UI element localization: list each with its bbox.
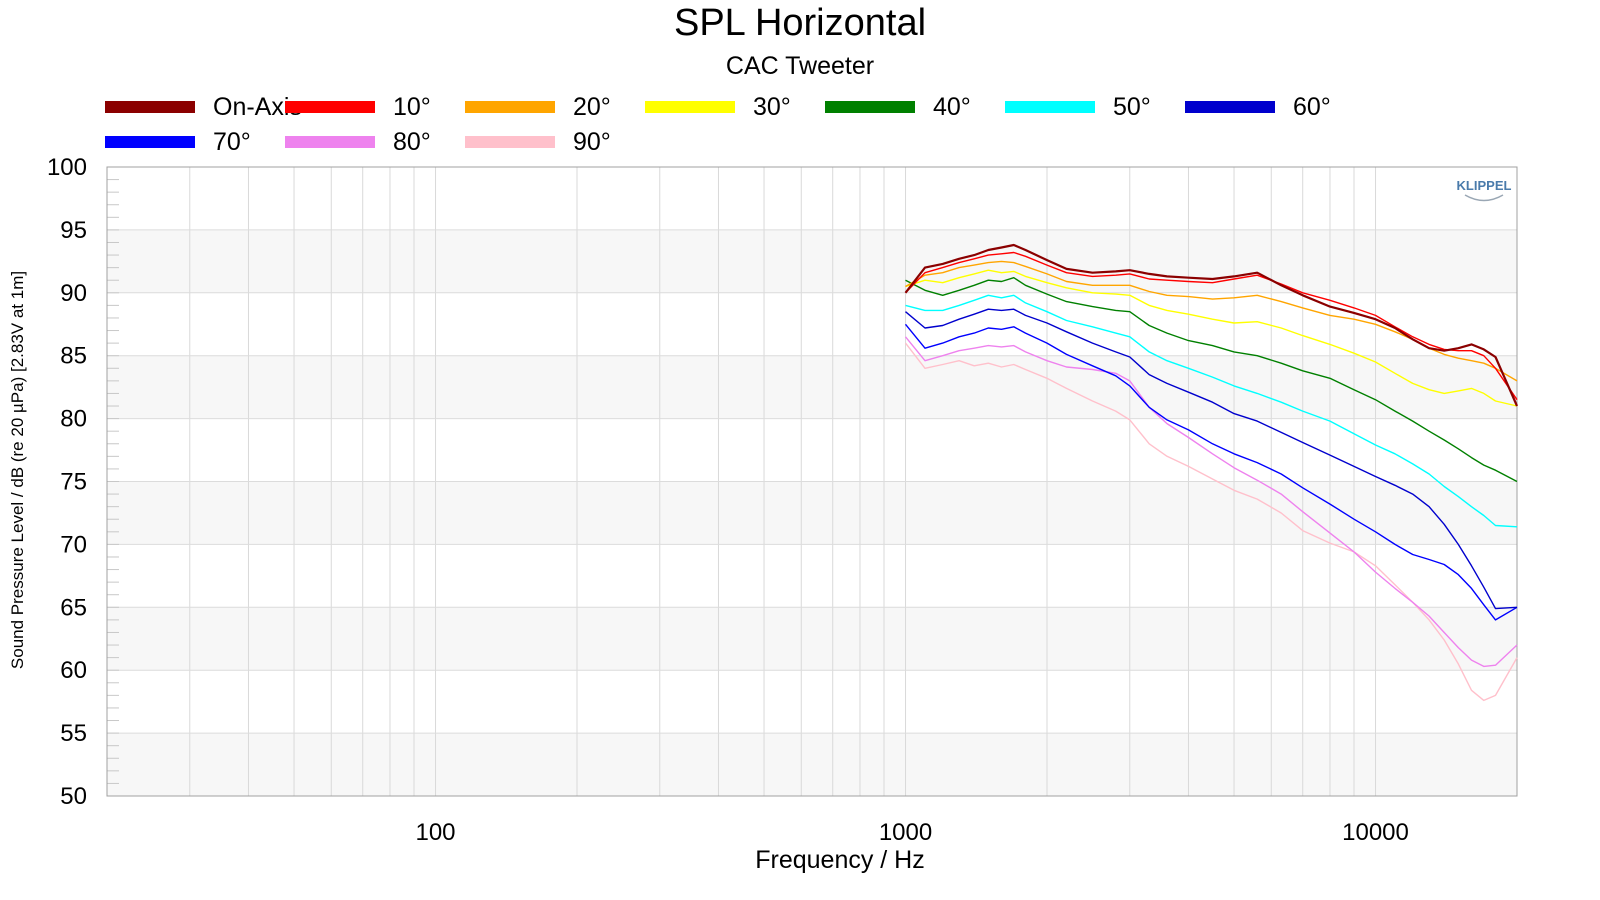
legend-item: 90°: [465, 127, 611, 157]
legend-item: 80°: [285, 127, 431, 157]
klippel-logo: KLIPPEL: [1457, 178, 1512, 202]
y-tick-label: 80: [60, 406, 87, 433]
y-tick-label: 70: [60, 531, 87, 558]
series-line: [905, 308, 1518, 610]
legend-label: 80°: [393, 127, 431, 156]
y-tick-labels: 50 55 60 65 70 75 80 85 90 95 100: [47, 154, 87, 810]
legend-swatch: [1185, 101, 1275, 113]
y-tick-label: 90: [60, 280, 87, 307]
x-tick-label: 100: [415, 819, 455, 846]
x-tick-label: 10000: [1342, 819, 1409, 846]
svg-text:KLIPPEL: KLIPPEL: [1457, 178, 1512, 193]
x-tick-label: 1000: [879, 819, 932, 846]
y-tick-label: 75: [60, 469, 87, 496]
band: [107, 355, 1517, 419]
legend-swatch: [645, 101, 735, 113]
legend-label: 20°: [573, 92, 611, 121]
legend-swatch: [465, 101, 555, 113]
legend-item: 50°: [1005, 92, 1151, 122]
legend-item: 70°: [105, 127, 251, 157]
grid-lines: [106, 166, 1518, 797]
legend-label: 60°: [1293, 92, 1331, 121]
series-line: [904, 251, 1518, 401]
series-line: [905, 269, 1518, 407]
legend-item: 40°: [825, 92, 971, 122]
series-line: [905, 260, 1518, 382]
series-line: [905, 277, 1518, 483]
legend-swatch: [105, 101, 195, 113]
legend-swatch: [1005, 101, 1095, 113]
series-line: [905, 294, 1518, 528]
series-line: [904, 243, 1519, 407]
y-minor-ticks: [107, 166, 119, 797]
legend-swatch: [105, 136, 195, 148]
legend-label: 10°: [393, 92, 431, 121]
legend-label: 90°: [573, 127, 611, 156]
series-lines: [904, 243, 1519, 702]
y-tick-label: 50: [60, 783, 87, 810]
legend-item: 10°: [285, 92, 431, 122]
y-tick-label: 85: [60, 343, 87, 370]
band: [107, 607, 1517, 671]
legend-label: 40°: [933, 92, 971, 121]
band: [107, 229, 1517, 293]
legend-item: 30°: [645, 92, 791, 122]
legend-item: On-Axis: [105, 92, 302, 122]
y-tick-label: 60: [60, 657, 87, 684]
y-tick-label: 95: [60, 217, 87, 244]
y-tick-label: 65: [60, 594, 87, 621]
series-line: [904, 342, 1518, 702]
band: [107, 481, 1517, 545]
legend-swatch: [825, 101, 915, 113]
band: [107, 733, 1517, 796]
legend-swatch: [465, 136, 555, 148]
legend-item: 20°: [465, 92, 611, 122]
y-tick-label: 55: [60, 720, 87, 747]
series-line: [904, 323, 1518, 621]
x-tick-labels: 100 1000 10000: [415, 819, 1408, 846]
legend-swatch: [285, 101, 375, 113]
legend-swatch: [285, 136, 375, 148]
chart-title: SPL Horizontal: [673, 2, 927, 44]
legend-label: 30°: [753, 92, 791, 121]
series-line: [904, 336, 1518, 668]
y-tick-label: 100: [47, 154, 87, 181]
legend-label: 50°: [1113, 92, 1151, 121]
legend-item: 60°: [1185, 92, 1331, 122]
background-bands: [107, 229, 1517, 796]
x-axis-label: Frequency / Hz: [755, 846, 925, 874]
chart-subtitle: CAC Tweeter: [725, 52, 875, 80]
legend-label: 70°: [213, 127, 251, 156]
